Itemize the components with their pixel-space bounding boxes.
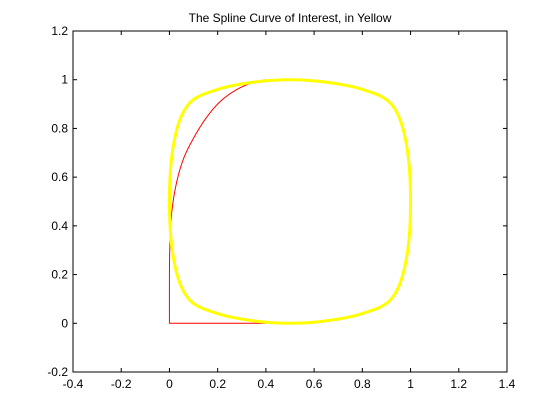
y-tick-label: 0	[61, 316, 68, 330]
series-layer	[167, 78, 413, 325]
series-line-2	[167, 78, 413, 325]
x-tick-label: -0.2	[111, 377, 132, 391]
y-tick-label: -0.2	[47, 365, 68, 379]
y-ticks: -0.2 0 0.2 0.4 0.6 0.8 1 1.2	[47, 24, 507, 379]
chart-title: The Spline Curve of Interest, in Yellow	[189, 11, 392, 25]
y-tick-label: 0.8	[51, 121, 68, 135]
x-tick-label: 0.6	[306, 377, 323, 391]
y-tick-label: 0.6	[51, 170, 68, 184]
x-tick-label: 0.2	[209, 377, 226, 391]
y-tick-label: 1.2	[51, 24, 68, 38]
series-line-1	[168, 79, 267, 324]
x-tick-label: 0.4	[258, 377, 275, 391]
x-tick-label: 1.2	[450, 377, 467, 391]
x-tick-label: 1	[407, 377, 414, 391]
y-tick-label: 0.4	[51, 219, 68, 233]
axes-box	[72, 30, 508, 373]
y-tick-label: 1	[61, 73, 68, 87]
x-tick-label: 1.4	[499, 377, 516, 391]
x-tick-label: 0.8	[354, 377, 371, 391]
x-tick-label: 0	[166, 377, 173, 391]
y-tick-label: 0.2	[51, 268, 68, 282]
plot-area	[73, 31, 507, 372]
x-ticks: -0.4 -0.2 0 0.2 0.4 0.6 0.8 1 1.2 1.4	[63, 31, 516, 391]
x-tick-label: -0.4	[63, 377, 84, 391]
